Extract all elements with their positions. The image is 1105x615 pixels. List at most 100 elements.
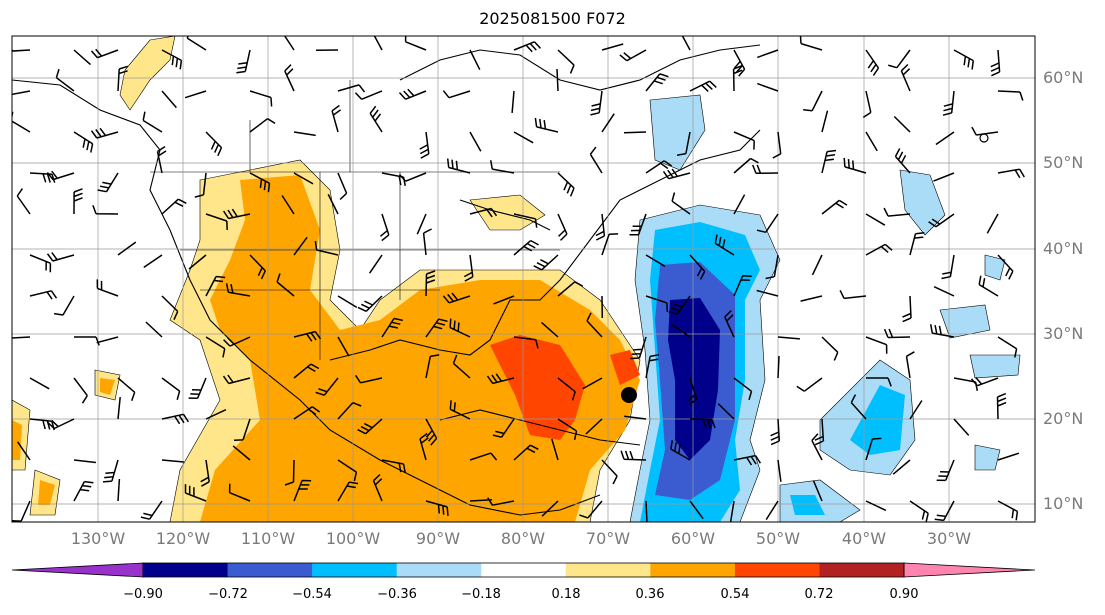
wind-barb [909,400,923,420]
lon-label-80w: 80°W [500,529,546,548]
wind-barb [933,172,955,182]
wind-barb [161,377,181,400]
wind-barb [586,312,603,338]
wind-barb [942,90,955,116]
positive-anomaly-red [490,335,640,440]
wind-barb [117,478,121,502]
wind-barb [90,127,119,139]
wind-barb [934,500,955,522]
wind-barb [293,131,316,137]
colorbar-frame [142,562,905,578]
wind-barb [184,484,207,502]
wind-barb [732,65,743,92]
wind-barb [486,373,515,385]
lon-label-100w: 100°W [325,529,381,548]
wind-barb [585,418,603,435]
wind-barb [446,158,471,174]
lon-label-60w: 60°W [670,529,716,548]
wind-barb [623,131,647,134]
wind-barb [184,90,207,99]
lon-label-30w: 30°W [926,529,972,548]
wind-barb [777,459,782,482]
wind-barb [337,295,358,309]
wind-barb [73,131,94,153]
wind-barb [733,454,762,466]
wind-barb [205,131,223,157]
wind-barb [909,231,925,256]
wind-barb [620,450,647,461]
wind-barb [145,321,163,338]
wind-barb [645,160,673,174]
wind-barb [513,213,538,228]
wind-barb [777,355,780,379]
wind-barb [850,394,867,420]
wind-barb [752,164,779,175]
wind-barb [140,500,163,520]
lat-label-40n: 40°N [1043,239,1084,258]
lon-label-110w: 110°W [240,529,296,548]
wind-barb [96,336,119,344]
wind-barb [416,213,427,235]
wind-barb [887,49,911,69]
wind-barb [601,459,618,485]
lon-label-130w: 130°W [70,529,126,548]
wind-barb [293,236,308,256]
wind-barb [205,409,227,420]
wind-barb [814,418,825,446]
wind-barb [293,172,314,185]
gridlines [12,36,1035,522]
wind-barb [843,157,867,174]
storm-center-marker [621,387,637,403]
wind-barb [117,377,136,402]
station-circle-icon [979,133,989,143]
wind-barb [283,36,295,51]
wind-barb [369,105,383,133]
wind-barb [161,413,190,425]
wind-barb [812,480,823,502]
wind-barb [513,41,542,53]
wind-barb [645,295,669,312]
colorbar-tick: 0.18 [551,587,581,602]
wind-barb [337,336,350,357]
colorbar-segment [396,563,482,577]
wind-barb [205,275,226,297]
wind-barb [689,254,706,280]
colorbar-segment [819,563,905,577]
wind-barb [671,192,691,215]
wind-barb [73,480,94,502]
wind-barb [205,213,228,231]
wind-barb [284,64,295,92]
wind-barb [689,80,717,92]
wind-barb [357,418,383,435]
colorbar-tick: −0.36 [377,587,417,602]
wind-barb [276,273,295,297]
wind-barb [894,148,911,174]
wind-barb [557,281,584,297]
wind-barb [953,418,970,436]
wind-barb [971,126,999,136]
wind-barb [142,111,163,133]
wind-barb [102,459,119,483]
wind-barb [935,131,955,146]
wind-barb [865,500,887,512]
wind-barb [205,336,226,358]
wind-barb [29,377,50,390]
wind-barb [513,336,539,349]
wind-barb [865,437,882,461]
wind-barb [595,213,606,241]
wind-barb [236,49,251,74]
wind-barb [619,49,647,62]
wind-barb [12,48,31,52]
wind-barb [800,295,823,302]
wind-barb [630,336,647,360]
wind-barb [92,204,119,215]
wind-barb [156,145,167,174]
wind-barb [53,295,75,316]
wind-barb [601,113,615,133]
wind-barb [97,172,119,193]
wind-barb [29,418,55,431]
wind-barb [73,459,96,464]
colorbar-segment [312,563,398,577]
wind-barb [862,90,872,119]
